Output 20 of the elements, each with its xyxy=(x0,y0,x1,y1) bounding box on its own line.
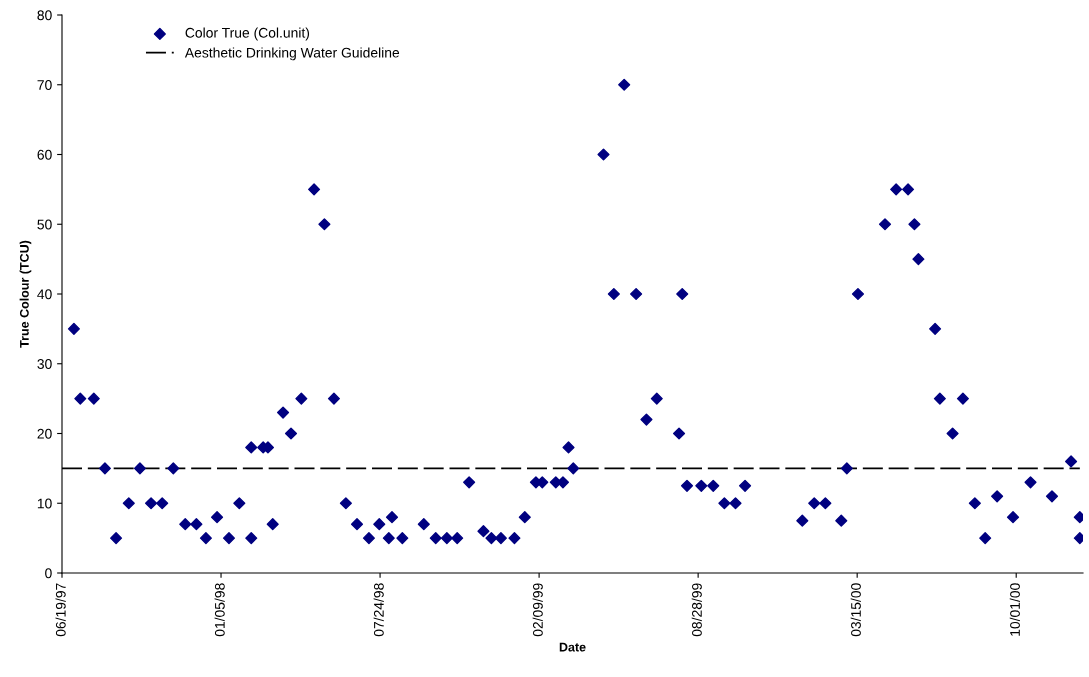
x-tick-label: 07/24/98 xyxy=(373,583,384,637)
x-tick-label: 01/05/98 xyxy=(214,583,225,637)
x-tick-label: 02/09/99 xyxy=(532,583,543,637)
x-tick-label: 10/01/00 xyxy=(1009,583,1020,636)
legend-label: Aesthetic Drinking Water Guideline xyxy=(184,47,400,61)
y-tick-label: 20 xyxy=(37,428,52,439)
x-tick-label: 03/15/00 xyxy=(850,583,861,637)
y-tick-label: 70 xyxy=(37,80,52,90)
y-tick-label: 60 xyxy=(37,149,52,160)
y-tick-label: 40 xyxy=(37,289,52,300)
legend-label: Color True (Col.unit) xyxy=(185,27,310,41)
x-tick-label: 08/28/99 xyxy=(691,583,702,637)
x-axis-title: Date xyxy=(559,642,586,652)
y-tick-label: 10 xyxy=(37,498,52,509)
x-tick-label: 06/19/97 xyxy=(55,583,66,637)
y-tick-label: 0 xyxy=(45,568,52,579)
y-axis-title: True Colour (TCU) xyxy=(19,240,32,348)
y-tick-label: 30 xyxy=(37,359,52,369)
y-tick-label: 50 xyxy=(37,219,52,230)
y-tick-label: 80 xyxy=(37,10,52,21)
